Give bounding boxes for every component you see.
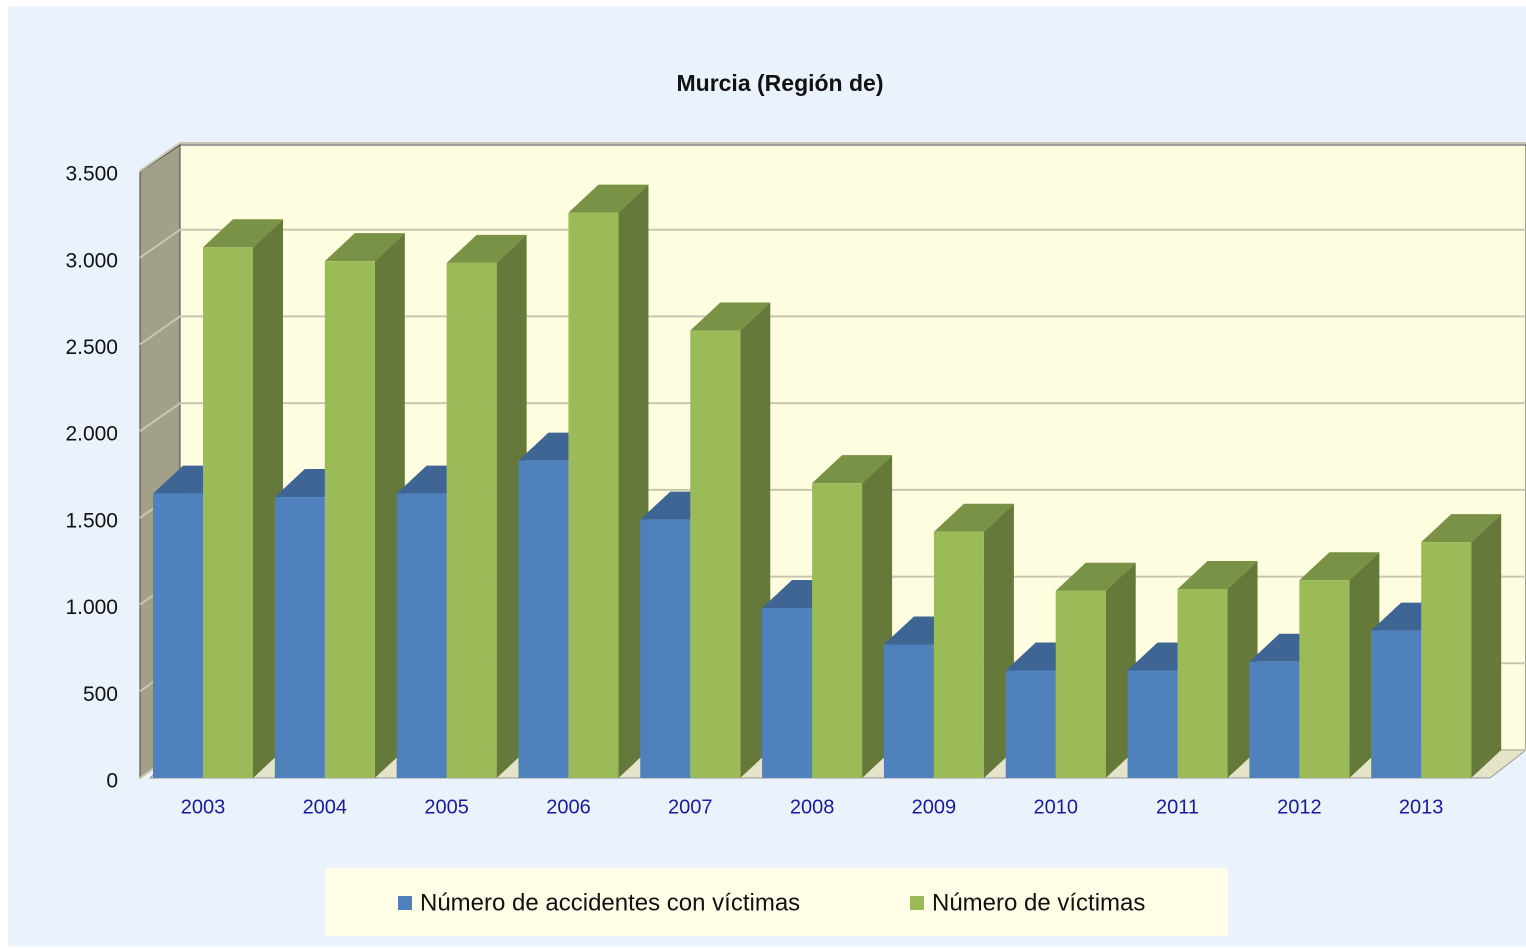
y-tick-label: 2.000: [65, 423, 118, 446]
x-tick-label: 2013: [1399, 796, 1444, 818]
bar-front: [640, 519, 691, 778]
legend-label: Número de víctimas: [932, 889, 1145, 916]
bar: [1177, 560, 1258, 778]
bar-top: [690, 302, 771, 331]
y-tick-label: 3.000: [65, 249, 118, 272]
x-tick-label: 2009: [912, 796, 957, 818]
grid-line: [139, 142, 1526, 172]
legend: [325, 868, 1228, 936]
bar-top: [446, 234, 527, 263]
bar-front: [1299, 580, 1350, 778]
bar: [812, 455, 893, 778]
y-tick-label: 1.000: [65, 596, 118, 619]
y-tick-label: 0: [106, 770, 118, 793]
bar-front: [153, 493, 203, 778]
x-tick-label: 2006: [546, 796, 591, 818]
bar-front: [568, 212, 619, 778]
bar-front: [690, 330, 741, 778]
x-tick-label: 2007: [668, 796, 713, 818]
bar: [690, 302, 771, 778]
legend-swatch: [910, 896, 924, 910]
bar-top: [1177, 560, 1258, 589]
bar-front: [883, 644, 934, 778]
bar-top: [1055, 562, 1136, 591]
x-tick-label: 2010: [1033, 796, 1078, 818]
bar-top: [324, 233, 405, 262]
bar-front: [446, 262, 497, 779]
bar-top: [568, 184, 649, 213]
bar-top: [933, 503, 1014, 532]
x-tick-label: 2008: [790, 796, 835, 818]
bar-front: [1055, 590, 1106, 778]
chart-title: Murcia (Región de): [676, 70, 883, 96]
grid-line: [139, 315, 1526, 346]
grid-line: [139, 228, 1526, 259]
grid-line: [139, 402, 1526, 432]
bar-top: [1421, 514, 1502, 543]
bar: [446, 234, 527, 779]
bar-front: [1005, 670, 1056, 778]
legend-swatch: [398, 896, 412, 910]
bar-top: [203, 219, 283, 248]
bar: [568, 184, 649, 778]
x-tick-label: 2004: [303, 796, 348, 818]
bar-front: [933, 531, 984, 778]
bar: [933, 503, 1014, 778]
y-tick-label: 2.500: [65, 336, 118, 359]
bar: [1421, 514, 1502, 778]
bar: [203, 219, 283, 778]
y-tick-label: 3.500: [65, 163, 118, 186]
x-tick-label: 2003: [181, 796, 226, 818]
y-tick-label: 1.500: [65, 509, 118, 532]
bar-front: [1127, 670, 1178, 778]
x-tick-label: 2011: [1156, 796, 1199, 818]
bar: [1055, 562, 1136, 778]
x-tick-label: 2012: [1277, 796, 1322, 818]
bar-top: [1299, 552, 1380, 581]
bar-front: [762, 608, 813, 778]
bar: [1299, 552, 1380, 778]
bar-top: [812, 455, 893, 484]
bar: [324, 233, 405, 778]
bar-front: [274, 497, 325, 778]
bar-front: [396, 493, 447, 778]
bar-front: [1177, 588, 1228, 778]
x-tick-label: 2005: [424, 796, 469, 818]
bar-front: [1371, 630, 1422, 778]
bars: [153, 184, 1502, 779]
bar-front: [203, 247, 253, 778]
legend-label: Número de accidentes con víctimas: [420, 889, 800, 916]
bar-front: [1249, 661, 1300, 778]
bar-front: [1421, 542, 1472, 778]
bar-front: [812, 483, 863, 778]
y-tick-label: 500: [83, 683, 118, 706]
bar-front: [324, 261, 375, 778]
bar-front: [518, 460, 569, 778]
bar-side: [1471, 514, 1502, 778]
